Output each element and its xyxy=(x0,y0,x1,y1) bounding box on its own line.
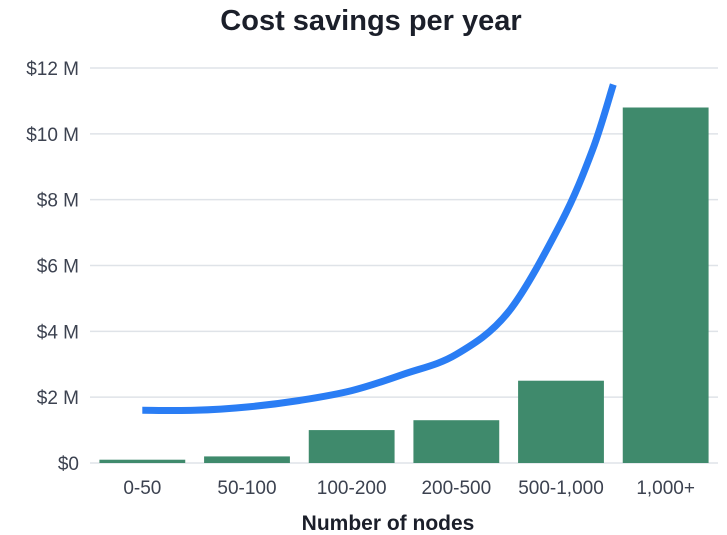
bar xyxy=(204,456,290,463)
y-tick-label: $0 xyxy=(58,454,79,475)
trend-line xyxy=(142,83,617,415)
bar xyxy=(99,459,186,463)
y-tick-label: $12 M xyxy=(26,59,79,80)
gridlines xyxy=(90,67,718,464)
x-axis-ticks: 0-50 50-100 100-200 200-500 500-1,000 1,000+ xyxy=(123,478,695,499)
y-tick-label: $2 M xyxy=(37,388,79,409)
x-tick-label: 0-50 xyxy=(123,478,161,499)
y-tick-label: $10 M xyxy=(26,125,79,146)
bar xyxy=(308,430,395,463)
bar xyxy=(622,107,709,463)
trend-line-path xyxy=(142,83,617,415)
x-axis-title: Number of nodes xyxy=(302,512,475,535)
y-tick-label: $4 M xyxy=(37,322,79,343)
y-tick-label: $8 M xyxy=(37,191,79,212)
x-tick-label: 200-500 xyxy=(421,478,491,499)
x-tick-label: 1,000+ xyxy=(636,478,695,499)
y-tick-label: $6 M xyxy=(37,257,79,278)
y-axis-ticks: $0 $2 M $4 M $6 M $8 M $10 M $12 M xyxy=(26,59,79,475)
x-tick-label: 500-1,000 xyxy=(518,478,604,499)
bar xyxy=(518,380,604,463)
x-tick-label: 100-200 xyxy=(317,478,387,499)
bar xyxy=(413,420,500,463)
x-tick-label: 50-100 xyxy=(217,478,276,499)
bars xyxy=(99,107,709,463)
chart-title: Cost savings per year xyxy=(220,5,521,37)
